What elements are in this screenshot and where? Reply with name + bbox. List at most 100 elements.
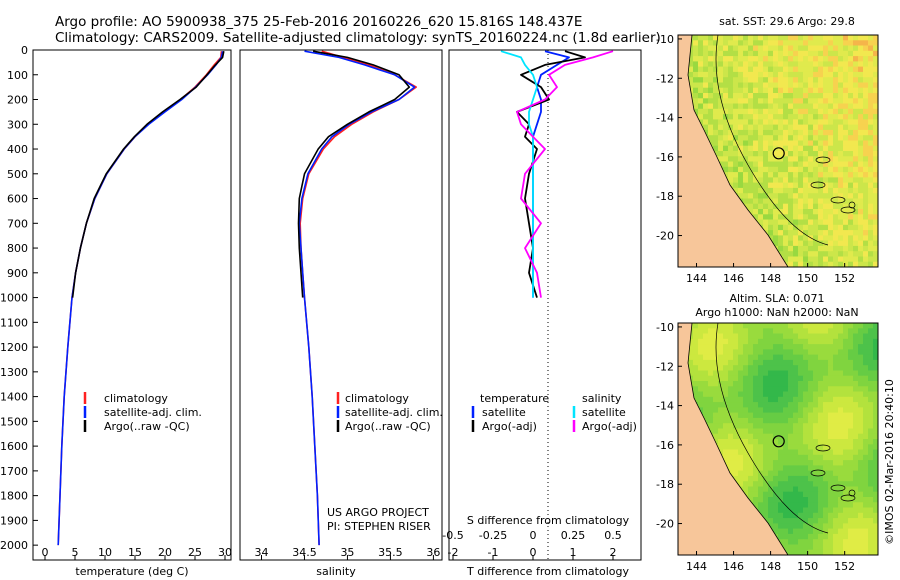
map-cell bbox=[873, 375, 879, 382]
map-cell bbox=[823, 354, 829, 361]
map-cell bbox=[763, 50, 769, 57]
map-cell bbox=[783, 135, 789, 141]
map-cell bbox=[843, 402, 849, 408]
map-cell bbox=[788, 235, 794, 242]
map-cell bbox=[828, 396, 834, 403]
map-cell bbox=[803, 108, 809, 115]
map-cell bbox=[863, 119, 869, 126]
map-cell bbox=[813, 507, 819, 514]
map-cell bbox=[803, 486, 809, 493]
map-cell bbox=[783, 481, 789, 487]
map-cell bbox=[853, 61, 859, 68]
map-cell bbox=[843, 161, 849, 168]
map-cell bbox=[798, 412, 804, 419]
map-cell bbox=[833, 214, 839, 220]
map-cell bbox=[823, 507, 829, 514]
map-cell bbox=[863, 209, 869, 215]
map-cell bbox=[778, 56, 784, 62]
map-cell bbox=[728, 156, 734, 162]
map-cell bbox=[733, 375, 739, 382]
map-frame bbox=[677, 34, 879, 268]
map-cell bbox=[808, 240, 814, 247]
map-cell bbox=[733, 129, 739, 136]
map-cell bbox=[768, 77, 774, 83]
map-cell bbox=[848, 544, 854, 551]
map-cell bbox=[728, 417, 734, 424]
map-cell bbox=[738, 135, 744, 141]
map-cell bbox=[803, 523, 809, 530]
map-cell bbox=[818, 209, 824, 215]
map-cell bbox=[688, 365, 694, 371]
map-cell bbox=[788, 156, 794, 162]
map-cell bbox=[813, 444, 819, 450]
map-cell bbox=[738, 129, 744, 136]
map-cell bbox=[773, 444, 779, 450]
map-cell bbox=[723, 71, 729, 78]
map-cell bbox=[848, 172, 854, 178]
map-cell bbox=[838, 261, 844, 268]
map-cell bbox=[788, 166, 794, 173]
map-cell bbox=[858, 491, 864, 498]
map-cell bbox=[773, 66, 779, 73]
map-cell bbox=[813, 359, 819, 366]
map-cell bbox=[853, 224, 859, 231]
map-cell bbox=[868, 528, 874, 535]
map-cell bbox=[758, 161, 764, 168]
map-cell bbox=[773, 108, 779, 115]
map-cell bbox=[858, 71, 864, 78]
t-diff-x-tick-label: 1 bbox=[570, 546, 577, 559]
map-cell bbox=[823, 460, 829, 466]
pi-annotation: PI: STEPHEN RISER bbox=[327, 520, 431, 533]
map-cell bbox=[873, 103, 879, 110]
map-cell bbox=[793, 449, 799, 456]
map-cell bbox=[868, 402, 874, 408]
map-cell bbox=[858, 507, 864, 514]
map-cell bbox=[873, 145, 879, 152]
map-cell bbox=[723, 124, 729, 131]
map-cell bbox=[818, 214, 824, 220]
map-cell bbox=[873, 156, 879, 162]
map-cell bbox=[723, 35, 729, 41]
map-cell bbox=[713, 365, 719, 371]
map-cell bbox=[728, 56, 734, 62]
map-cell bbox=[768, 235, 774, 242]
map-cell bbox=[843, 365, 849, 371]
map-cell bbox=[693, 45, 699, 52]
map-cell bbox=[743, 402, 749, 408]
map-cell bbox=[823, 182, 829, 189]
map-cell bbox=[823, 365, 829, 371]
map-cell bbox=[853, 333, 859, 340]
map-cell bbox=[798, 344, 804, 350]
map-cell bbox=[843, 475, 849, 482]
map-cell bbox=[873, 502, 879, 508]
map-cell bbox=[803, 129, 809, 136]
map-cell bbox=[853, 423, 859, 429]
salinity-legend: climatology satellite-adj. clim. Argo(..… bbox=[336, 392, 443, 433]
map-cell bbox=[843, 481, 849, 487]
map-cell bbox=[833, 251, 839, 257]
map-cell bbox=[848, 50, 854, 57]
map-cell bbox=[833, 261, 839, 268]
map-cell bbox=[853, 166, 859, 173]
map-cell bbox=[708, 396, 714, 403]
map-cell bbox=[833, 454, 839, 461]
map-cell bbox=[833, 98, 839, 104]
map-cell bbox=[768, 135, 774, 141]
map-cell bbox=[733, 98, 739, 104]
map-cell bbox=[868, 35, 874, 41]
lat-tick-label: -10 bbox=[656, 321, 674, 334]
map-cell bbox=[838, 129, 844, 136]
map-cell bbox=[803, 497, 809, 503]
map-cell bbox=[853, 449, 859, 456]
map-cell bbox=[778, 465, 784, 472]
map-cell bbox=[753, 203, 759, 210]
map-cell bbox=[738, 396, 744, 403]
map-cell bbox=[698, 114, 704, 120]
map-cell bbox=[828, 230, 834, 236]
map-cell bbox=[748, 151, 754, 157]
map-cell bbox=[858, 412, 864, 419]
map-cell bbox=[763, 512, 769, 519]
depth-tick-label: 1900 bbox=[0, 514, 28, 527]
map-cell bbox=[873, 98, 879, 104]
